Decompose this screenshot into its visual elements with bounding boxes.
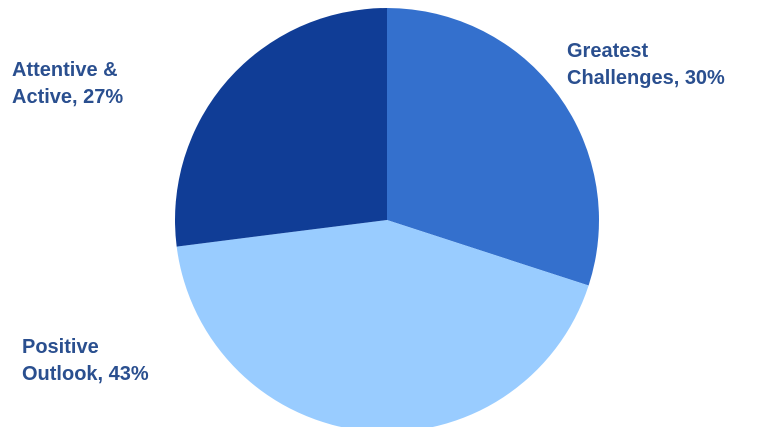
label-greatest-challenges-line1: Greatest bbox=[567, 40, 649, 62]
label-positive-outlook-line2: Outlook, 43% bbox=[22, 363, 149, 385]
pie-slice-greatest-challenges bbox=[387, 8, 599, 286]
label-greatest-challenges: Greatest Challenges, 30% bbox=[567, 38, 725, 92]
label-positive-outlook: Positive Outlook, 43% bbox=[22, 334, 149, 388]
pie-slice-positive-outlook bbox=[176, 220, 589, 427]
label-attentive-active: Attentive & Active, 27% bbox=[12, 57, 123, 111]
label-greatest-challenges-line2: Challenges, 30% bbox=[567, 67, 725, 89]
label-attentive-active-line2: Active, 27% bbox=[12, 86, 124, 108]
pie-slice-attentive-active bbox=[175, 8, 387, 247]
label-attentive-active-line1: Attentive & bbox=[12, 59, 118, 81]
label-positive-outlook-line1: Positive bbox=[22, 336, 99, 358]
